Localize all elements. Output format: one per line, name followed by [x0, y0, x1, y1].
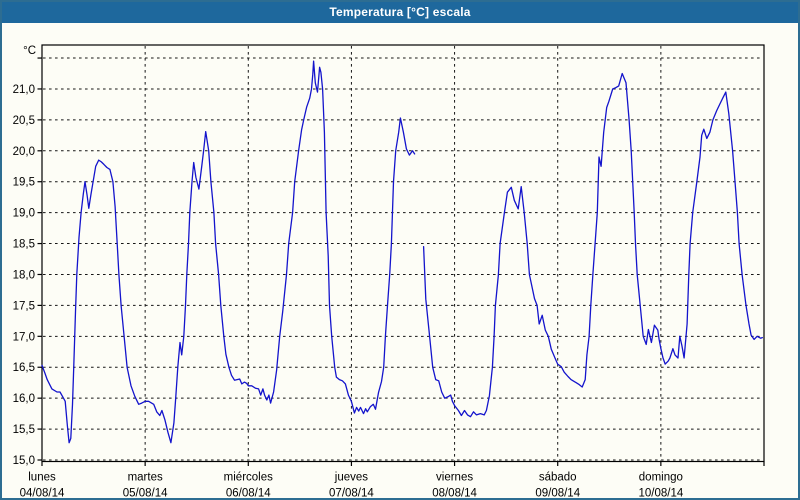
y-tick-label: 21,0	[13, 84, 35, 96]
y-tick-label: 17,0	[13, 331, 35, 343]
plot-border	[41, 44, 765, 463]
x-day-label: miércoles	[224, 472, 273, 484]
y-tick-label: 15,0	[13, 455, 35, 467]
temperature-line	[41, 60, 763, 444]
x-day-label: lunes	[28, 472, 56, 484]
chart-area: 21,0 20,5 20,0 19,5 19,0 18,5 18,0 17,5 17,0 16,5…	[2, 23, 798, 498]
x-day-label: jueves	[334, 472, 368, 484]
title-bar: Temperatura [°C] escala	[2, 2, 798, 23]
y-tick-label: 19,5	[13, 177, 35, 189]
x-day-label: domingo	[639, 472, 683, 484]
x-date-label: 04/08/14	[20, 488, 65, 499]
temperature-chart: 21,0 20,5 20,0 19,5 19,0 18,5 18,0 17,5 17,0 16,5…	[13, 44, 765, 499]
x-date-label: 10/08/14	[638, 488, 683, 499]
y-tick-label: 18,5	[13, 239, 35, 251]
x-date-label: 07/08/14	[329, 488, 374, 499]
y-tick-label: 18,0	[13, 269, 35, 281]
x-day-label: sábado	[539, 472, 577, 484]
x-date-label: 08/08/14	[432, 488, 477, 499]
x-date-label: 06/08/14	[226, 488, 271, 499]
x-date-label: 09/08/14	[535, 488, 580, 499]
y-tick-label: 20,0	[13, 146, 35, 158]
y-tick-label: 19,0	[13, 208, 35, 220]
y-tick-label: 20,5	[13, 115, 35, 127]
y-tick-label: 16,5	[13, 362, 35, 374]
x-date-label: 05/08/14	[123, 488, 168, 499]
y-tick-label: 16,0	[13, 393, 35, 405]
y-tick-label: 17,5	[13, 300, 35, 312]
x-day-label: martes	[128, 472, 163, 484]
chart-title: Temperatura [°C] escala	[329, 5, 471, 19]
y-axis-unit-label: °C	[23, 45, 36, 57]
y-tick-label: 15,5	[13, 424, 35, 436]
x-day-label: viernes	[436, 472, 473, 484]
